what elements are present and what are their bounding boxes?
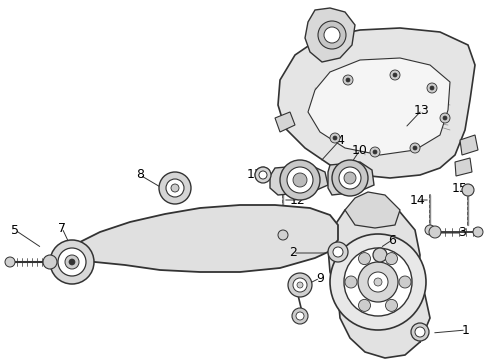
Circle shape xyxy=(425,225,435,235)
Circle shape xyxy=(280,160,320,200)
Circle shape xyxy=(292,308,308,324)
Text: 13: 13 xyxy=(414,104,430,117)
Polygon shape xyxy=(275,112,295,132)
Circle shape xyxy=(166,179,184,197)
Circle shape xyxy=(440,113,450,123)
Circle shape xyxy=(427,83,437,93)
Circle shape xyxy=(159,172,191,204)
Text: 9: 9 xyxy=(316,271,324,284)
Circle shape xyxy=(339,167,361,189)
Circle shape xyxy=(293,173,307,187)
Circle shape xyxy=(390,70,400,80)
Circle shape xyxy=(413,146,417,150)
Circle shape xyxy=(65,255,79,269)
Circle shape xyxy=(50,240,94,284)
Polygon shape xyxy=(305,8,355,62)
Circle shape xyxy=(318,21,346,49)
Circle shape xyxy=(5,257,15,267)
Polygon shape xyxy=(328,200,430,358)
Circle shape xyxy=(288,273,312,297)
Circle shape xyxy=(410,143,420,153)
Circle shape xyxy=(287,167,313,193)
Circle shape xyxy=(359,253,370,265)
Circle shape xyxy=(373,150,377,154)
Circle shape xyxy=(330,234,426,330)
Polygon shape xyxy=(72,205,338,272)
Circle shape xyxy=(344,172,356,184)
Circle shape xyxy=(473,227,483,237)
Polygon shape xyxy=(455,158,472,176)
Text: 8: 8 xyxy=(136,168,144,181)
Circle shape xyxy=(333,136,337,140)
Circle shape xyxy=(393,73,397,77)
Text: 14: 14 xyxy=(410,194,426,207)
Circle shape xyxy=(462,184,474,196)
Circle shape xyxy=(429,226,441,238)
Circle shape xyxy=(171,184,179,192)
Text: 6: 6 xyxy=(388,234,396,247)
Circle shape xyxy=(399,276,411,288)
Circle shape xyxy=(344,248,412,316)
Polygon shape xyxy=(278,28,475,178)
Circle shape xyxy=(345,276,357,288)
Polygon shape xyxy=(328,162,374,195)
Circle shape xyxy=(358,262,398,302)
Polygon shape xyxy=(460,135,478,155)
Circle shape xyxy=(297,282,303,288)
Circle shape xyxy=(386,253,397,265)
Circle shape xyxy=(333,247,343,257)
Text: 7: 7 xyxy=(58,221,66,234)
Circle shape xyxy=(330,133,340,143)
Circle shape xyxy=(370,147,380,157)
Circle shape xyxy=(373,248,387,262)
Circle shape xyxy=(343,75,353,85)
Polygon shape xyxy=(270,165,328,195)
Text: 15: 15 xyxy=(452,181,468,194)
Text: 12: 12 xyxy=(290,194,306,207)
Circle shape xyxy=(359,300,370,311)
Circle shape xyxy=(255,167,271,183)
Text: 1: 1 xyxy=(462,324,470,337)
Circle shape xyxy=(386,300,397,311)
Circle shape xyxy=(415,327,425,337)
Circle shape xyxy=(368,272,388,292)
Circle shape xyxy=(259,171,267,179)
Circle shape xyxy=(374,278,382,286)
Circle shape xyxy=(43,255,57,269)
Polygon shape xyxy=(308,58,450,155)
Circle shape xyxy=(293,278,307,292)
Circle shape xyxy=(346,78,350,82)
Text: 11: 11 xyxy=(247,168,263,181)
Circle shape xyxy=(278,230,288,240)
Circle shape xyxy=(443,116,447,120)
Circle shape xyxy=(69,259,75,265)
Circle shape xyxy=(430,86,434,90)
Circle shape xyxy=(328,242,348,262)
Text: 2: 2 xyxy=(289,247,297,260)
Circle shape xyxy=(296,312,304,320)
Text: 5: 5 xyxy=(11,224,19,237)
Text: 4: 4 xyxy=(336,134,344,147)
Text: 3: 3 xyxy=(458,226,466,239)
Polygon shape xyxy=(345,192,400,228)
Text: 10: 10 xyxy=(352,144,368,157)
Circle shape xyxy=(324,27,340,43)
Circle shape xyxy=(411,323,429,341)
Circle shape xyxy=(332,160,368,196)
Circle shape xyxy=(58,248,86,276)
